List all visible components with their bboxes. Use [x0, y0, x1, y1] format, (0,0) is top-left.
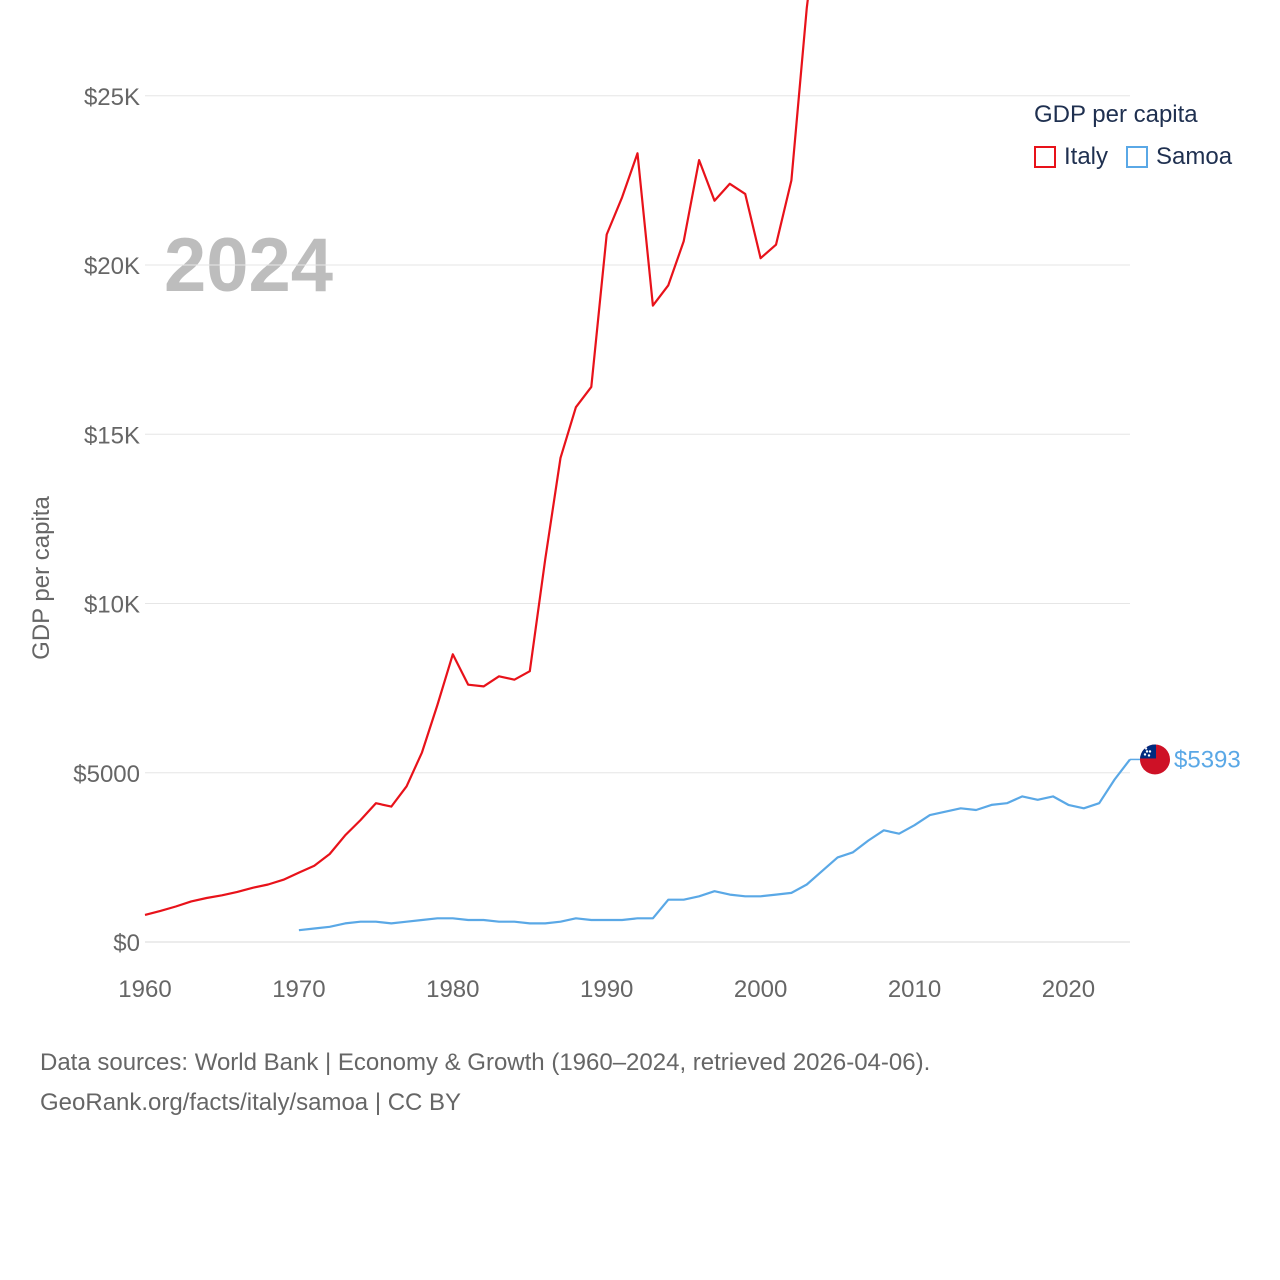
legend-item-samoa[interactable]: Samoa [1126, 143, 1232, 171]
x-tick-label: 1990 [580, 976, 633, 1003]
legend-item-italy[interactable]: Italy [1034, 143, 1108, 171]
samoa-flag-icon [1140, 744, 1170, 775]
x-tick-label: 1980 [426, 976, 479, 1003]
y-tick-label: $10K [84, 592, 140, 619]
legend-swatch-italy [1034, 146, 1056, 168]
legend-label-samoa: Samoa [1156, 143, 1233, 170]
series-line-samoa [298, 758, 1131, 932]
legend-swatch-samoa [1126, 146, 1149, 168]
footer: Data sources: World Bank | Economy & Gro… [40, 1043, 930, 1123]
x-tick-label: 1970 [272, 976, 325, 1003]
legend: Italy Samoa [1034, 143, 1250, 171]
y-tick-label: $25K [84, 84, 140, 111]
legend-label-italy: Italy [1064, 143, 1109, 170]
end-value-label-samoa: $5393 [1174, 746, 1241, 773]
footer-link[interactable]: GeoRank.org/facts/italy/samoa | CC BY [40, 1089, 462, 1116]
y-tick-label: $5000 [73, 761, 140, 788]
series-line-italy [144, 0, 809, 916]
y-tick-label: $0 [113, 930, 140, 957]
y-tick-label: $15K [84, 422, 140, 449]
x-tick-label: 1960 [118, 976, 171, 1003]
legend-title: GDP per capita [1034, 101, 1198, 128]
footer-sources: Data sources: World Bank | Economy & Gro… [40, 1049, 931, 1076]
x-tick-label: 2020 [1042, 976, 1095, 1003]
y-tick-label: $20K [84, 253, 140, 280]
x-tick-label: 2000 [734, 976, 787, 1003]
x-tick-label: 2010 [888, 976, 941, 1003]
